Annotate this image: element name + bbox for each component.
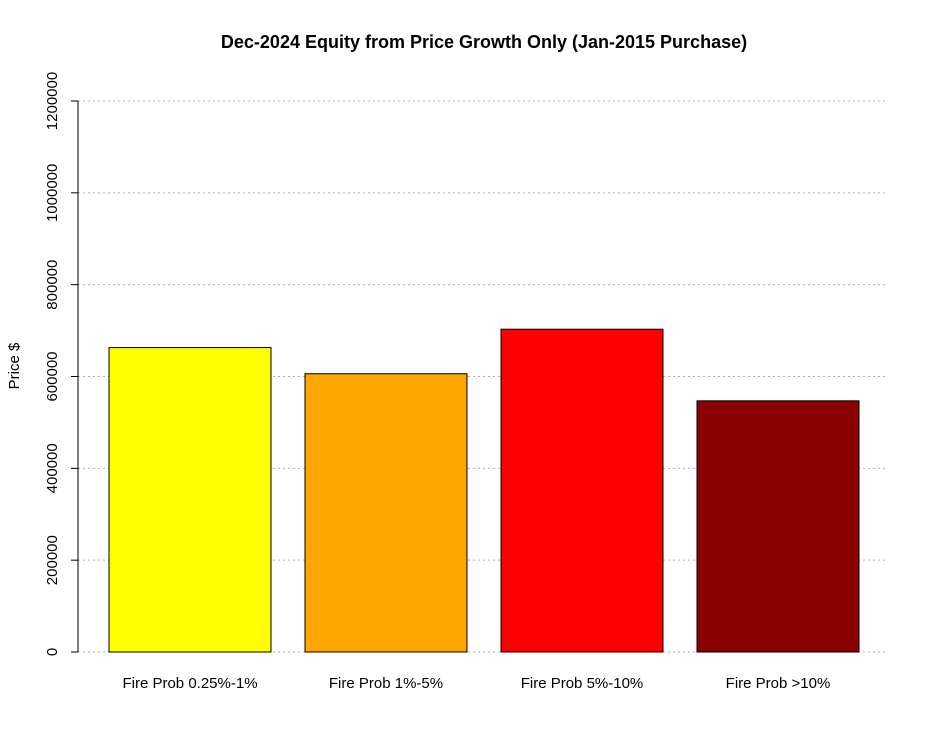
x-tick-label: Fire Prob 1%-5% xyxy=(329,675,443,692)
x-tick-label: Fire Prob 0.25%-1% xyxy=(122,675,257,692)
x-tick-label: Fire Prob >10% xyxy=(726,675,831,692)
y-axis: 0 200000 400000 600000 800000 1000000 1200000 xyxy=(44,72,79,656)
y-tick-label: 0 xyxy=(44,648,61,656)
bar xyxy=(696,400,860,653)
y-tick-label: 1000000 xyxy=(44,164,61,222)
y-tick-label: 1200000 xyxy=(44,72,61,130)
bar xyxy=(304,373,468,653)
x-tick-labels: Fire Prob 0.25%-1% Fire Prob 1%-5% Fire Pr… xyxy=(122,675,830,692)
chart-title: Dec-2024 Equity from Price Growth Only (… xyxy=(221,32,747,52)
bar xyxy=(500,328,664,653)
y-tick-label: 600000 xyxy=(44,351,61,401)
bar xyxy=(108,347,272,653)
y-tick-label: 800000 xyxy=(44,260,61,310)
y-tick-label: 200000 xyxy=(44,535,61,585)
x-tick-label: Fire Prob 5%-10% xyxy=(521,675,644,692)
bars xyxy=(108,328,860,653)
y-axis-label: Price $ xyxy=(6,342,23,389)
y-tick-label: 400000 xyxy=(44,443,61,493)
